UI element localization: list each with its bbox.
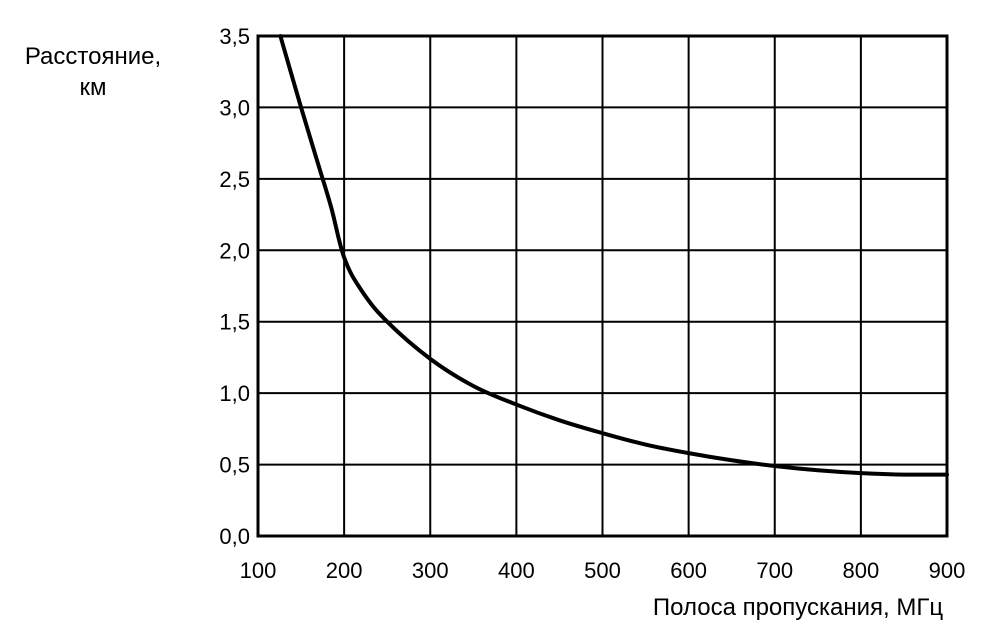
y-axis-title-line-1: Расстояние, [25,43,161,70]
y-tick-label: 3,5 [219,24,250,49]
x-tick-label: 500 [584,558,621,583]
x-tick-label: 300 [412,558,449,583]
x-tick-label: 400 [498,558,535,583]
y-tick-label: 3,0 [219,95,250,120]
series-line [278,34,949,477]
x-axis-title: Полоса пропускания, МГц [653,594,943,621]
x-tick-label: 100 [240,558,277,583]
y-tick-label: 1,5 [219,310,250,335]
x-tick-label: 900 [929,558,966,583]
x-tick-label: 200 [326,558,363,583]
y-tick-label: 2,0 [219,238,250,263]
plot-frame [256,34,949,538]
series-layer [278,34,949,477]
y-tick-label: 0,0 [219,524,250,549]
y-axis-title-line-2: км [80,74,107,101]
y-tick-labels: 0,0 0,5 1,0 1,5 2,0 2,5 3,0 3,5 [219,24,250,549]
y-tick-label: 0,5 [219,453,250,478]
x-tick-label: 600 [670,558,707,583]
x-tick-label: 700 [756,558,793,583]
x-tick-label: 800 [843,558,880,583]
grid-layer [257,35,948,537]
x-tick-labels: 100 200 300 400 500 600 700 800 900 [240,558,966,583]
y-tick-label: 1,0 [219,381,250,406]
plot-area-border [256,34,949,538]
y-tick-label: 2,5 [219,167,250,192]
